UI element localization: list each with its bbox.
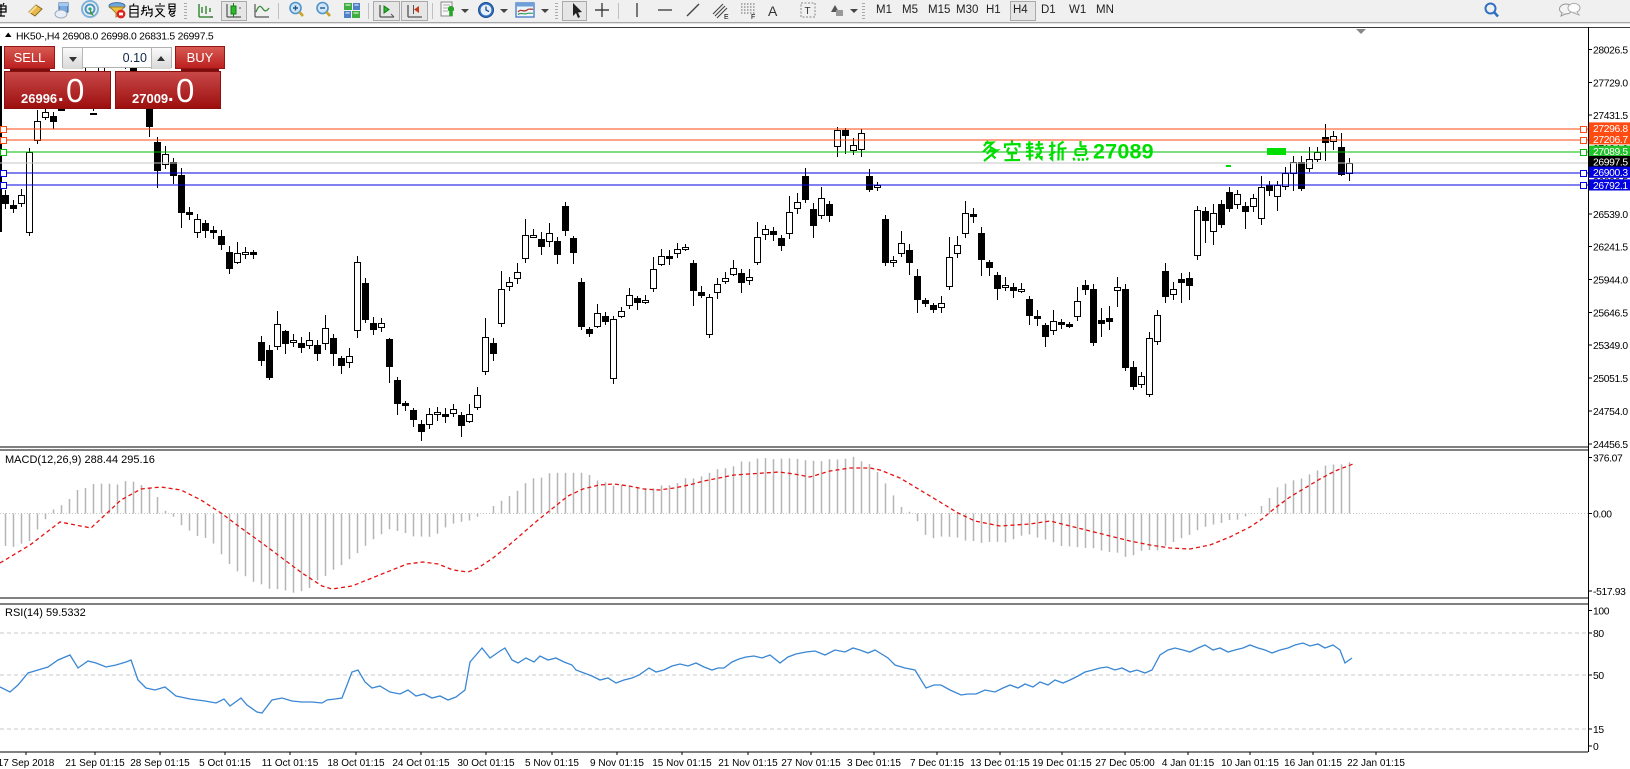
svg-text:25349.0: 25349.0	[1593, 341, 1628, 352]
svg-text:5 Oct 01:15: 5 Oct 01:15	[199, 758, 251, 769]
svg-text:RSI(14) 59.5332: RSI(14) 59.5332	[5, 607, 86, 619]
svg-text:7 Dec 01:15: 7 Dec 01:15	[910, 758, 964, 769]
svg-text:MACD(12,26,9) 288.44 295.16: MACD(12,26,9) 288.44 295.16	[5, 454, 155, 466]
svg-text:27 Nov 01:15: 27 Nov 01:15	[781, 758, 841, 769]
svg-text:18 Oct 01:15: 18 Oct 01:15	[327, 758, 385, 769]
svg-text:26792.1: 26792.1	[1593, 181, 1628, 192]
svg-text:24 Oct 01:15: 24 Oct 01:15	[392, 758, 450, 769]
svg-text:50: 50	[1593, 671, 1604, 682]
svg-text:27206.7: 27206.7	[1593, 135, 1628, 146]
svg-text:T: T	[805, 6, 811, 17]
svg-text:27729.0: 27729.0	[1593, 78, 1628, 89]
svg-text:24754.0: 24754.0	[1593, 407, 1628, 418]
svg-text:11 Oct 01:15: 11 Oct 01:15	[262, 758, 319, 769]
svg-text:24456.5: 24456.5	[1593, 440, 1628, 451]
svg-text:27089: 27089	[1093, 140, 1154, 164]
svg-text:28026.5: 28026.5	[1593, 46, 1628, 57]
svg-text:F: F	[751, 14, 755, 21]
svg-text:21 Nov 01:15: 21 Nov 01:15	[718, 758, 778, 769]
svg-text:3 Dec 01:15: 3 Dec 01:15	[847, 758, 901, 769]
svg-text:27431.5: 27431.5	[1593, 111, 1628, 122]
svg-text:27296.8: 27296.8	[1593, 124, 1628, 135]
svg-text:25051.5: 25051.5	[1593, 374, 1628, 385]
svg-text:HK50-,H4 26908.0 26998.0 2683: HK50-,H4 26908.0 26998.0 26831.5 26997.5	[16, 32, 214, 43]
svg-text:376.07: 376.07	[1593, 454, 1623, 465]
svg-text:15: 15	[1593, 725, 1604, 736]
svg-text:27 Dec 05:00: 27 Dec 05:00	[1095, 758, 1155, 769]
svg-text:5 Nov 01:15: 5 Nov 01:15	[525, 758, 579, 769]
svg-text:13 Dec 01:15: 13 Dec 01:15	[970, 758, 1030, 769]
svg-text:21 Sep 01:15: 21 Sep 01:15	[65, 758, 125, 769]
svg-text:15 Nov 01:15: 15 Nov 01:15	[652, 758, 712, 769]
svg-text:-517.93: -517.93	[1593, 587, 1626, 598]
svg-text:26539.0: 26539.0	[1593, 210, 1628, 221]
svg-text:9 Nov 01:15: 9 Nov 01:15	[590, 758, 644, 769]
svg-text:26900.3: 26900.3	[1593, 168, 1628, 179]
svg-text:100: 100	[1593, 607, 1610, 618]
svg-text:25944.0: 25944.0	[1593, 276, 1628, 287]
svg-text:0.00: 0.00	[1593, 510, 1612, 521]
svg-text:16 Jan 01:15: 16 Jan 01:15	[1284, 758, 1342, 769]
svg-text:30 Oct 01:15: 30 Oct 01:15	[457, 758, 515, 769]
svg-text:10 Jan 01:15: 10 Jan 01:15	[1221, 758, 1279, 769]
svg-text:22 Jan 01:15: 22 Jan 01:15	[1347, 758, 1405, 769]
svg-text:80: 80	[1593, 629, 1604, 640]
svg-text:25646.5: 25646.5	[1593, 308, 1628, 319]
svg-text:27089.5: 27089.5	[1593, 147, 1628, 158]
svg-text:4 Jan 01:15: 4 Jan 01:15	[1162, 758, 1215, 769]
svg-text:E: E	[724, 14, 729, 21]
svg-text:26241.5: 26241.5	[1593, 243, 1628, 254]
svg-text:26997.5: 26997.5	[1593, 158, 1628, 169]
svg-text:19 Dec 01:15: 19 Dec 01:15	[1032, 758, 1092, 769]
svg-text:0: 0	[1593, 742, 1599, 753]
svg-text:17 Sep 2018: 17 Sep 2018	[0, 758, 55, 769]
svg-text:28 Sep 01:15: 28 Sep 01:15	[130, 758, 190, 769]
